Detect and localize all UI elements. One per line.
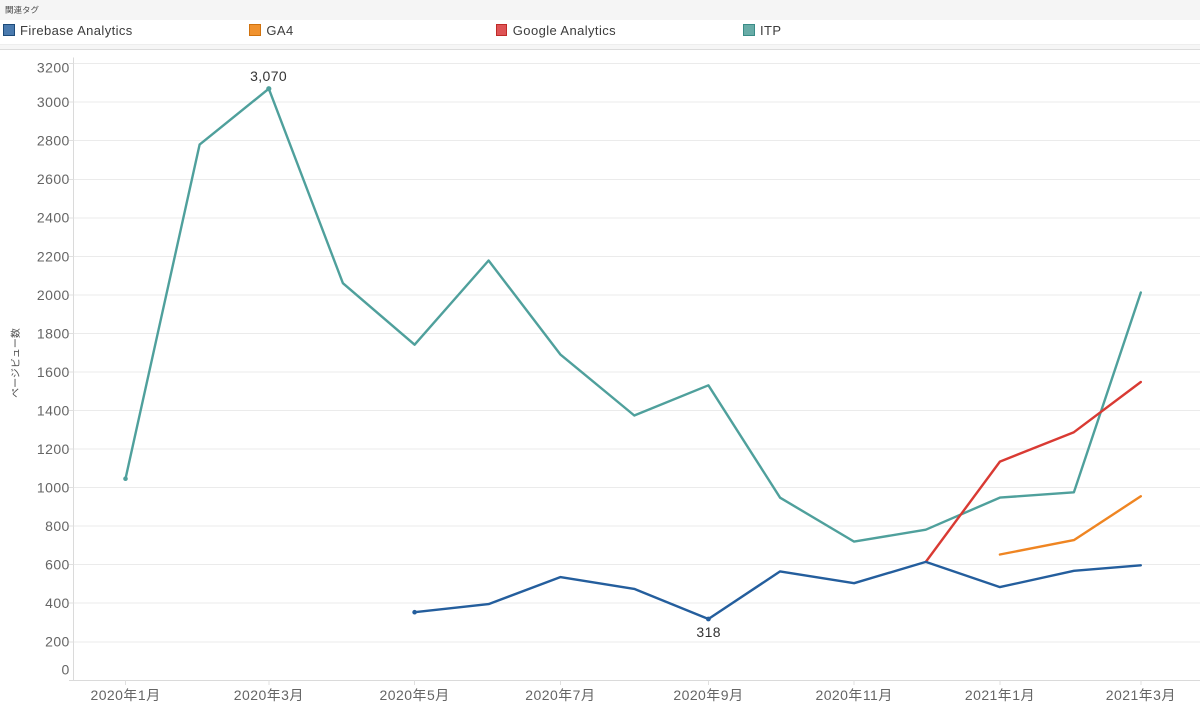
svg-text:400: 400 — [45, 595, 70, 611]
svg-text:200: 200 — [45, 634, 70, 650]
svg-text:600: 600 — [45, 557, 70, 573]
svg-text:2020年3月: 2020年3月 — [234, 687, 304, 703]
svg-text:1800: 1800 — [37, 325, 70, 341]
svg-text:2600: 2600 — [37, 171, 70, 187]
svg-text:2020年5月: 2020年5月 — [380, 687, 450, 703]
svg-text:2021年1月: 2021年1月 — [965, 687, 1035, 703]
svg-text:318: 318 — [696, 624, 721, 640]
svg-text:1200: 1200 — [37, 441, 70, 457]
svg-text:1600: 1600 — [37, 364, 70, 380]
svg-text:2020年1月: 2020年1月 — [90, 687, 160, 703]
svg-text:ページビュー数: ページビュー数 — [7, 328, 22, 398]
svg-text:2021年3月: 2021年3月 — [1106, 687, 1176, 703]
svg-text:0: 0 — [62, 662, 70, 678]
svg-text:2400: 2400 — [37, 210, 70, 226]
svg-text:800: 800 — [45, 518, 70, 534]
svg-text:2000: 2000 — [37, 287, 70, 303]
svg-text:1000: 1000 — [37, 480, 70, 496]
svg-text:2200: 2200 — [37, 248, 70, 264]
svg-text:3200: 3200 — [37, 60, 70, 76]
svg-text:2020年11月: 2020年11月 — [815, 687, 892, 703]
svg-text:2800: 2800 — [37, 133, 70, 149]
svg-text:1400: 1400 — [37, 402, 70, 418]
svg-text:2020年9月: 2020年9月 — [673, 687, 743, 703]
svg-text:3000: 3000 — [37, 94, 70, 110]
svg-text:2020年7月: 2020年7月 — [525, 687, 595, 703]
svg-text:3,070: 3,070 — [250, 68, 287, 84]
